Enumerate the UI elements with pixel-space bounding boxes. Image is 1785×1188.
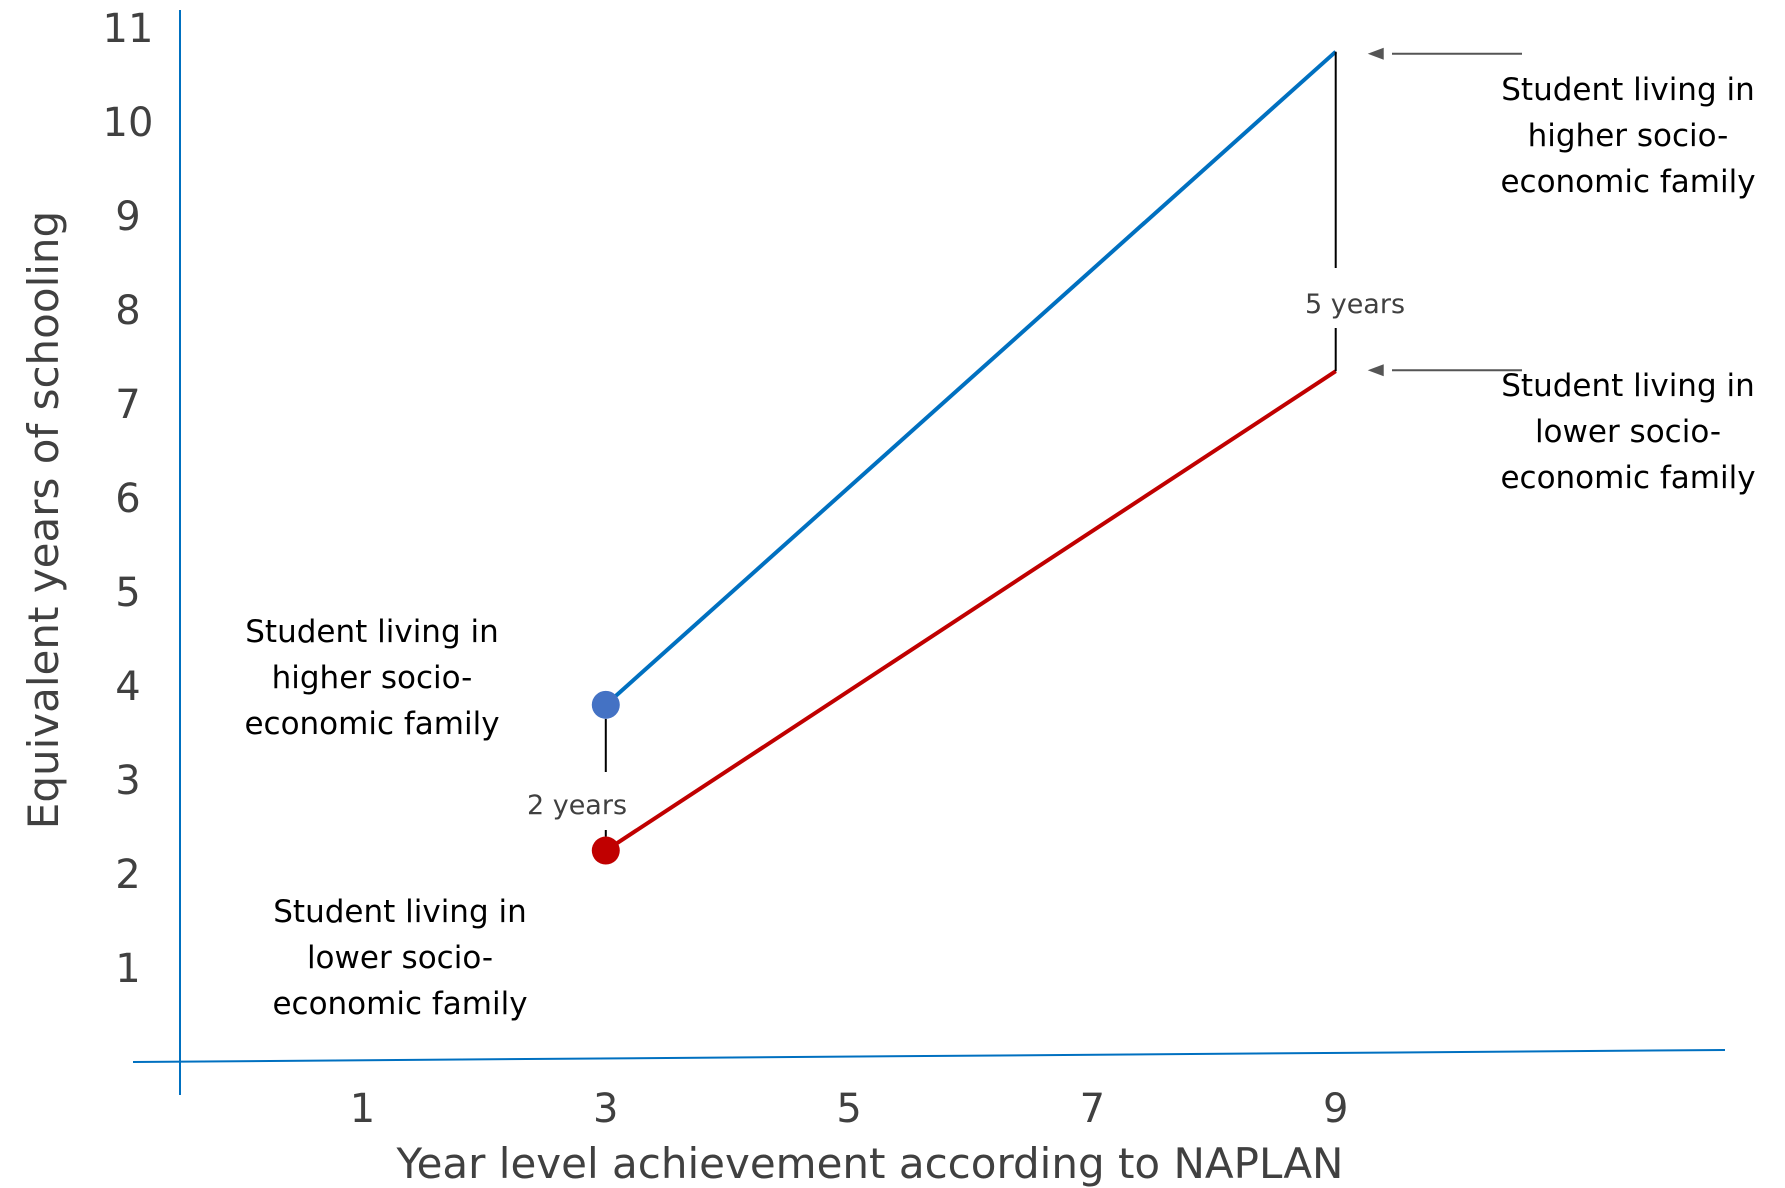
annotation-higher-left-line-1: Student living in <box>245 614 499 650</box>
gap-connectors <box>604 47 1522 837</box>
x-tick-label: 1 <box>350 1086 375 1132</box>
annotation-lower-right-line-3: economic family <box>1500 460 1755 496</box>
y-tick-label: 5 <box>115 570 140 616</box>
y-tick-label: 2 <box>115 852 140 898</box>
y-tick-labels: 1 2 3 4 5 6 7 8 9 10 11 <box>103 6 154 992</box>
y-tick-label: 7 <box>115 382 140 428</box>
y-axis-title: Equivalent years of schooling <box>19 211 68 829</box>
gap-label-end: 5 years <box>1305 289 1405 320</box>
series-markers <box>591 690 620 865</box>
series-line-2 <box>604 369 1337 853</box>
annotation-higher-right-line-1: Student living in <box>1501 72 1755 108</box>
x-axis-line <box>132 1049 1726 1063</box>
y-tick-label: 8 <box>115 288 140 334</box>
y-tick-label: 6 <box>115 476 140 522</box>
x-tick-labels: 1 3 5 7 9 <box>350 1086 1349 1132</box>
y-tick-label: 3 <box>115 758 140 804</box>
annotation-higher-left-line-3: economic family <box>244 706 499 742</box>
x-tick-label: 7 <box>1080 1086 1105 1132</box>
series-lines <box>604 50 1338 853</box>
annotation-higher-right-line-2: higher socio- <box>1528 118 1729 154</box>
gap-label-start: 2 years <box>527 790 627 821</box>
x-tick-label: 3 <box>593 1086 618 1132</box>
annotation-lower-left-line-2: lower socio- <box>307 940 493 976</box>
annotation-lower-left-line-3: economic family <box>272 986 527 1022</box>
y-tick-label: 11 <box>103 6 154 52</box>
y-tick-label: 1 <box>115 946 140 992</box>
x-tick-label: 5 <box>836 1086 861 1132</box>
series-marker-2 <box>591 836 620 865</box>
annotation-lower-right-line-1: Student living in <box>1501 368 1755 404</box>
arrow-higher-right-head <box>1367 47 1384 60</box>
x-axis-title: Year level achievement according to NAPL… <box>396 1139 1344 1188</box>
annotation-higher-right-line-3: economic family <box>1500 164 1755 200</box>
y-tick-label: 4 <box>115 664 140 710</box>
annotation-lower-left-line-1: Student living in <box>273 894 527 930</box>
axes <box>132 10 1726 1095</box>
annotation-higher-left-line-2: higher socio- <box>272 660 473 696</box>
series-marker-1 <box>591 690 620 719</box>
annotation-lower-right-line-2: lower socio- <box>1535 414 1721 450</box>
arrow-lower-right-head <box>1367 364 1384 377</box>
series-line-1 <box>604 50 1338 707</box>
x-tick-label: 9 <box>1323 1086 1348 1132</box>
y-tick-label: 9 <box>115 194 140 240</box>
y-tick-label: 10 <box>103 100 154 146</box>
